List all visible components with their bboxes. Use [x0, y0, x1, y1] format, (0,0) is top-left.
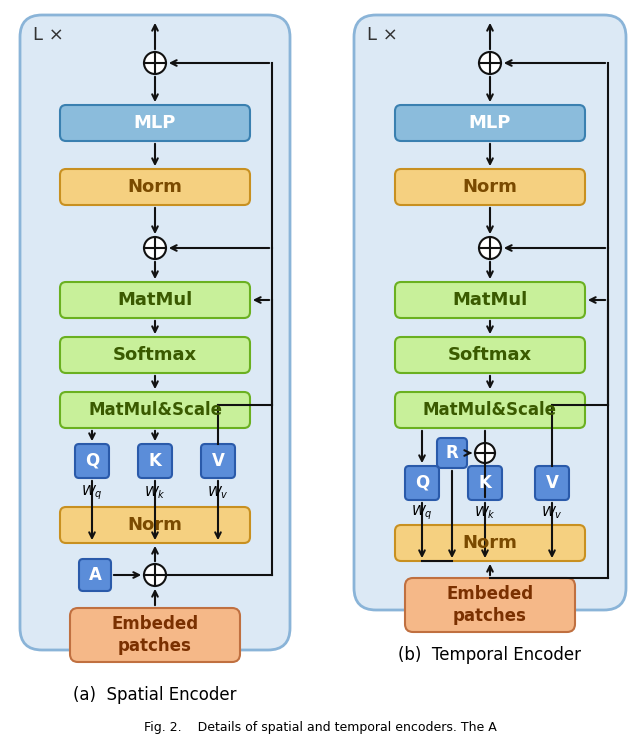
Text: Embeded: Embeded — [111, 615, 198, 633]
Text: R: R — [445, 444, 458, 462]
FancyBboxPatch shape — [535, 466, 569, 500]
Text: MatMul: MatMul — [117, 291, 193, 309]
Circle shape — [479, 52, 501, 74]
Text: Softmax: Softmax — [448, 346, 532, 364]
Text: Q: Q — [415, 474, 429, 492]
FancyBboxPatch shape — [468, 466, 502, 500]
Circle shape — [475, 443, 495, 463]
FancyBboxPatch shape — [354, 15, 626, 610]
Text: $W_v$: $W_v$ — [207, 485, 229, 501]
Text: $W_q$: $W_q$ — [412, 504, 433, 522]
FancyBboxPatch shape — [395, 282, 585, 318]
FancyBboxPatch shape — [60, 105, 250, 141]
FancyBboxPatch shape — [395, 169, 585, 205]
FancyBboxPatch shape — [201, 444, 235, 478]
Text: $W_k$: $W_k$ — [474, 505, 496, 521]
Text: patches: patches — [118, 637, 192, 655]
Text: K: K — [148, 452, 161, 470]
FancyBboxPatch shape — [138, 444, 172, 478]
FancyBboxPatch shape — [395, 525, 585, 561]
Text: L ×: L × — [33, 26, 63, 44]
Text: A: A — [88, 566, 101, 584]
Text: MLP: MLP — [134, 114, 176, 132]
FancyBboxPatch shape — [395, 105, 585, 141]
Text: MLP: MLP — [469, 114, 511, 132]
Text: Q: Q — [85, 452, 99, 470]
Text: Embeded: Embeded — [447, 585, 534, 603]
Text: L ×: L × — [367, 26, 397, 44]
FancyBboxPatch shape — [75, 444, 109, 478]
Text: Norm: Norm — [463, 534, 517, 552]
FancyBboxPatch shape — [395, 392, 585, 428]
Text: V: V — [212, 452, 225, 470]
Text: $W_k$: $W_k$ — [144, 485, 166, 501]
Text: patches: patches — [453, 607, 527, 625]
FancyBboxPatch shape — [79, 559, 111, 591]
Circle shape — [144, 564, 166, 586]
FancyBboxPatch shape — [60, 337, 250, 373]
Text: K: K — [479, 474, 492, 492]
FancyBboxPatch shape — [60, 507, 250, 543]
Text: (a)  Spatial Encoder: (a) Spatial Encoder — [73, 686, 237, 704]
Text: Fig. 2.    Details of spatial and temporal encoders. The A: Fig. 2. Details of spatial and temporal … — [143, 721, 497, 735]
FancyBboxPatch shape — [60, 169, 250, 205]
Circle shape — [144, 52, 166, 74]
FancyBboxPatch shape — [60, 282, 250, 318]
FancyBboxPatch shape — [437, 438, 467, 468]
Text: MatMul&Scale: MatMul&Scale — [88, 401, 222, 419]
FancyBboxPatch shape — [60, 392, 250, 428]
Circle shape — [479, 237, 501, 259]
FancyBboxPatch shape — [20, 15, 290, 650]
FancyBboxPatch shape — [70, 608, 240, 662]
Text: (b)  Temporal Encoder: (b) Temporal Encoder — [399, 646, 582, 664]
FancyBboxPatch shape — [405, 466, 439, 500]
Text: $W_v$: $W_v$ — [541, 505, 563, 521]
FancyBboxPatch shape — [405, 578, 575, 632]
FancyBboxPatch shape — [395, 337, 585, 373]
Text: MatMul&Scale: MatMul&Scale — [423, 401, 557, 419]
Text: Softmax: Softmax — [113, 346, 197, 364]
Text: Norm: Norm — [463, 178, 517, 196]
Text: Norm: Norm — [127, 178, 182, 196]
Text: MatMul: MatMul — [452, 291, 527, 309]
Text: V: V — [545, 474, 559, 492]
Text: Norm: Norm — [127, 516, 182, 534]
Text: $W_q$: $W_q$ — [81, 484, 103, 502]
Circle shape — [144, 237, 166, 259]
